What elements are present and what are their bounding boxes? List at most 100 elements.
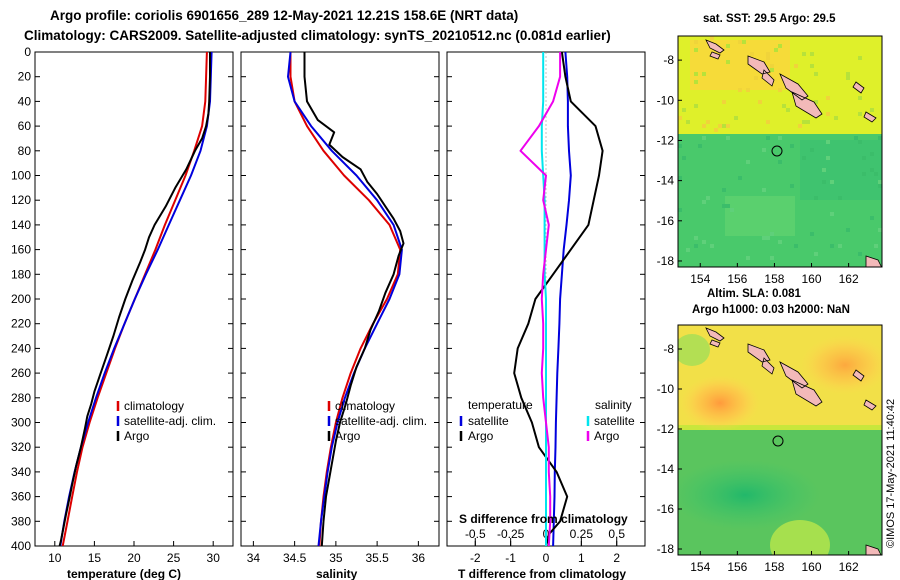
legend-label-climatology: climatology (124, 399, 184, 413)
sst-pixel (694, 40, 698, 44)
sst-pixel (802, 52, 806, 56)
sst-pixel (758, 100, 762, 104)
y-tick-label: 80 (18, 144, 32, 158)
sst-pixel (814, 72, 818, 76)
sst-pixel (810, 148, 814, 152)
sst-pixel (874, 244, 878, 248)
sst-pixel (810, 64, 814, 68)
temperature-legend: climatology satellite-adj. clim. Argo (116, 399, 216, 443)
y-tick-label: 220 (11, 317, 31, 331)
sst-pixel (786, 108, 790, 112)
y-tick-label: 240 (11, 341, 31, 355)
legend-label-climatology: climatology (335, 399, 395, 413)
sst-map-ticks: 154 156 158 160 162 -8 -10 -12 -14 -16 -18 (657, 53, 859, 286)
salinity-axes-frame (240, 51, 440, 547)
sst-pixel (746, 160, 750, 164)
map-lat-label: -12 (657, 133, 675, 147)
sst-pixel (722, 188, 726, 192)
series-line-s-satellite (540, 52, 547, 546)
sst-pixel (878, 184, 882, 188)
map-lat-label: -14 (657, 174, 675, 188)
sst-pixel (778, 160, 782, 164)
sst-pixel (702, 200, 706, 204)
difference-y-ticks (447, 51, 645, 547)
sst-pixel (778, 240, 782, 244)
sst-pixel (766, 56, 770, 60)
legend-label-s-satellite: satellite (594, 414, 635, 428)
sst-pixel (726, 204, 730, 208)
sst-pixel (694, 48, 698, 52)
sst-pixel (846, 76, 850, 80)
x-tick-label: 30 (207, 551, 221, 565)
sst-pixel (878, 228, 882, 232)
sst-pixel (778, 44, 782, 48)
y-tick-label: 140 (11, 218, 31, 232)
map-lon-label: 158 (764, 560, 784, 574)
sst-pixel (686, 248, 690, 252)
x-tick-label: -1 (505, 551, 516, 565)
sst-pixel (790, 184, 794, 188)
x-tick-label: 34.5 (283, 551, 307, 565)
map-lat-label: -16 (657, 502, 675, 516)
sst-pixel (766, 136, 770, 140)
sst-warm-patch (690, 40, 790, 90)
sst-coastline-south (865, 255, 882, 267)
sst-pixel (694, 80, 698, 84)
sst-pixel (878, 136, 882, 140)
temperature-series (58, 52, 213, 546)
sst-pixel (710, 244, 714, 248)
sst-pixel (834, 116, 838, 120)
legend-label-t-satellite: satellite (468, 414, 509, 428)
sst-pixels (678, 36, 882, 260)
sst-pixel (870, 216, 874, 220)
sst-map-title: sat. SST: 29.5 Argo: 29.5 (703, 13, 836, 25)
temperature-x-axis: 10 15 20 25 30 (48, 541, 220, 565)
sst-map-field (678, 36, 882, 267)
y-tick-label: 0 (24, 45, 31, 59)
y-tick-label: 360 (11, 490, 31, 504)
sst-pixel (770, 256, 774, 260)
sla-coastline-islands (705, 327, 877, 411)
series-line-argo (303, 52, 405, 546)
map-lon-label: 162 (839, 560, 859, 574)
legend-label-argo: Argo (335, 429, 361, 443)
sst-pixel (754, 76, 758, 80)
y-tick-label: 60 (18, 119, 32, 133)
sst-pixel (810, 232, 814, 236)
sst-pixel (694, 244, 698, 248)
sst-pixel (706, 120, 710, 124)
sst-pixel (726, 136, 730, 140)
y-tick-label: 160 (11, 243, 31, 257)
sst-pixel (698, 144, 702, 148)
sst-pixel (826, 140, 830, 144)
difference-series (513, 52, 604, 546)
y-tick-label: 400 (11, 539, 31, 553)
sst-pixel (814, 196, 818, 200)
sst-pixel (678, 176, 682, 180)
pressure-axis: 0 20 40 60 80 100 120 140 160 180 200 220 240 260 280 3… (11, 45, 233, 553)
sst-pixel (702, 240, 706, 244)
sst-pixel (830, 244, 834, 248)
sst-pixel (870, 152, 874, 156)
sst-pixel (738, 176, 742, 180)
salinity-x-axis: 34 34.5 35 35.5 36 (247, 541, 425, 565)
sla-warm-eddy (680, 375, 760, 431)
y-tick-label: 260 (11, 366, 31, 380)
sst-pixel (806, 120, 810, 124)
map-lat-label: -10 (657, 382, 675, 396)
sst-pixel (702, 72, 706, 76)
s-x-tick-label: 0.5 (608, 527, 625, 541)
series-line-t-satellite (552, 52, 572, 546)
y-tick-label: 120 (11, 193, 31, 207)
map-lat-label: -8 (663, 53, 674, 67)
sst-pixel (830, 212, 834, 216)
sst-pixel (778, 88, 782, 92)
sst-pixel (718, 124, 722, 128)
x-tick-label: 0 (543, 551, 550, 565)
sst-pixel (838, 196, 842, 200)
sst-pixel (770, 68, 774, 72)
sst-pixel (726, 124, 730, 128)
salinity-panel: 34 34.5 35 35.5 36 salinity climatology sate… (240, 51, 440, 580)
sst-pixel (822, 180, 826, 184)
